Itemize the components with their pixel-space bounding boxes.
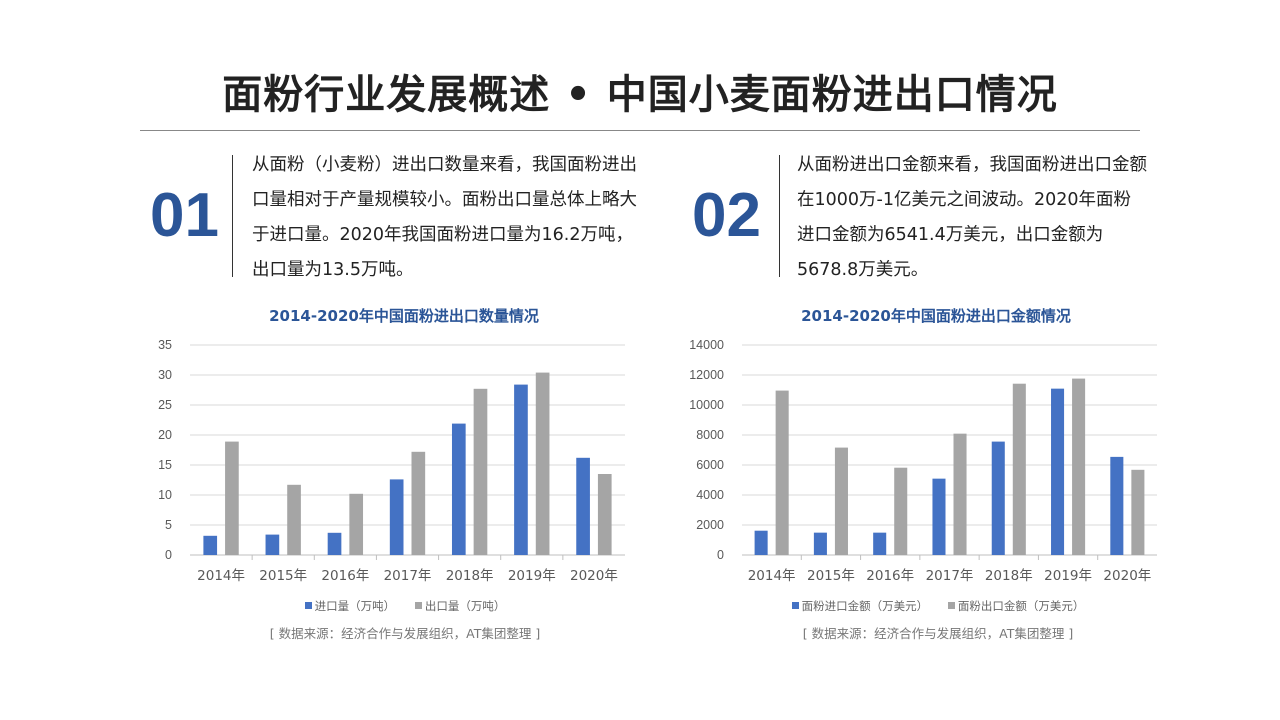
bar-import — [514, 384, 528, 555]
bar-export — [953, 433, 967, 555]
y-tick-label: 20 — [158, 428, 172, 442]
bar-export — [535, 372, 550, 555]
bar-import — [1051, 388, 1065, 555]
bar-export — [597, 474, 612, 555]
x-tick-label: 2016年 — [321, 568, 369, 584]
bar-export — [473, 388, 488, 555]
x-tick-label: 2019年 — [508, 568, 556, 584]
block-divider — [232, 155, 233, 277]
bar-import — [576, 457, 590, 555]
bar-export — [894, 467, 908, 555]
x-tick-label: 2017年 — [384, 568, 432, 584]
x-tick-label: 2020年 — [1103, 568, 1151, 584]
bar-import — [754, 530, 768, 555]
quantity-chart: 0 5 10 15 20 25 30 35 2014年 2015年 2016年 2017年 2018年 2… — [158, 338, 625, 584]
title-divider — [140, 130, 1140, 131]
legend-label: 面粉进口金额（万美元） — [801, 599, 929, 613]
y-tick-label: 4000 — [696, 488, 724, 502]
legend-swatch — [414, 602, 422, 609]
block-number-02: 02 — [692, 181, 761, 250]
bar-export — [287, 484, 301, 555]
chart-legend: 面粉进口金额（万美元） 面粉出口金额（万美元） — [708, 598, 1168, 614]
x-tick-label: 2014年 — [748, 568, 796, 584]
x-tick-label: 2019年 — [1044, 568, 1092, 584]
bar-import — [265, 534, 280, 555]
y-tick-label: 25 — [158, 398, 172, 412]
y-tick-label: 0 — [717, 548, 724, 562]
bar-export — [1012, 383, 1026, 555]
bar-export — [1072, 378, 1086, 555]
chart-title: 2014-2020年中国面粉进出口数量情况 — [269, 307, 539, 325]
x-tick-label: 2015年 — [259, 568, 307, 584]
y-tick-label: 0 — [165, 548, 172, 562]
y-tick-label: 14000 — [689, 338, 724, 352]
bar-export — [225, 441, 239, 555]
bar-import — [932, 478, 946, 555]
x-tick-label: 2018年 — [985, 568, 1033, 584]
data-source: [ 数据来源：经济合作与发展组织，AT集团整理 ] — [802, 626, 1074, 641]
block-number-01: 01 — [150, 181, 219, 250]
data-source: [ 数据来源：经济合作与发展组织，AT集团整理 ] — [269, 626, 541, 641]
bar-import — [327, 532, 342, 555]
bar-import — [991, 441, 1005, 555]
bar-export — [775, 390, 789, 555]
y-tick-label: 2000 — [696, 518, 724, 532]
block-text-01: 从面粉（小麦粉）进出口数量来看，我国面粉进出口量相对于产量规模较小。面粉出口量总… — [252, 155, 637, 280]
y-tick-label: 8000 — [696, 428, 724, 442]
legend-item: 出口量（万吨） — [414, 599, 506, 613]
bar-export — [1131, 469, 1145, 555]
legend-label: 出口量（万吨） — [424, 599, 506, 613]
bar-import — [203, 535, 218, 555]
y-tick-label: 15 — [158, 458, 172, 472]
chart-legend: 进口量（万吨） 出口量（万吨） — [175, 598, 635, 614]
bar-import — [873, 532, 887, 555]
x-tick-label: 2015年 — [807, 568, 855, 584]
x-tick-label: 2016年 — [866, 568, 914, 584]
y-tick-label: 12000 — [689, 368, 724, 382]
bar-import — [389, 479, 404, 555]
x-tick-label: 2018年 — [446, 568, 494, 584]
legend-item: 面粉进口金额（万美元） — [791, 599, 929, 613]
y-tick-label: 10 — [158, 488, 172, 502]
value-chart: 0 2000 4000 6000 8000 10000 12000 14000 2014年 201… — [689, 338, 1157, 584]
y-tick-label: 30 — [158, 368, 172, 382]
bar-export — [349, 493, 364, 555]
legend-item: 进口量（万吨） — [304, 599, 396, 613]
block-divider — [779, 155, 780, 277]
legend-swatch — [304, 602, 312, 609]
legend-swatch — [791, 602, 799, 609]
bar-export — [411, 451, 426, 555]
y-tick-label: 10000 — [689, 398, 724, 412]
bar-export — [834, 447, 848, 555]
legend-swatch — [947, 602, 955, 609]
legend-label: 进口量（万吨） — [314, 599, 396, 613]
page-title: 面粉行业发展概述 • 中国小麦面粉进出口情况 — [222, 72, 1058, 118]
bar-import — [451, 423, 466, 555]
chart-title: 2014-2020年中国面粉进出口金额情况 — [801, 307, 1071, 325]
x-tick-label: 2020年 — [570, 568, 618, 584]
legend-item: 面粉出口金额（万美元） — [947, 599, 1085, 613]
x-tick-label: 2017年 — [926, 568, 974, 584]
y-tick-label: 35 — [158, 338, 172, 352]
bar-import — [813, 532, 827, 555]
legend-label: 面粉出口金额（万美元） — [957, 599, 1085, 613]
y-tick-label: 6000 — [696, 458, 724, 472]
x-tick-label: 2014年 — [197, 568, 245, 584]
block-text-02: 从面粉进出口金额来看，我国面粉进出口金额在1000万-1亿美元之间波动。2020… — [797, 155, 1147, 280]
bar-import — [1110, 456, 1124, 555]
y-tick-label: 5 — [165, 518, 172, 532]
